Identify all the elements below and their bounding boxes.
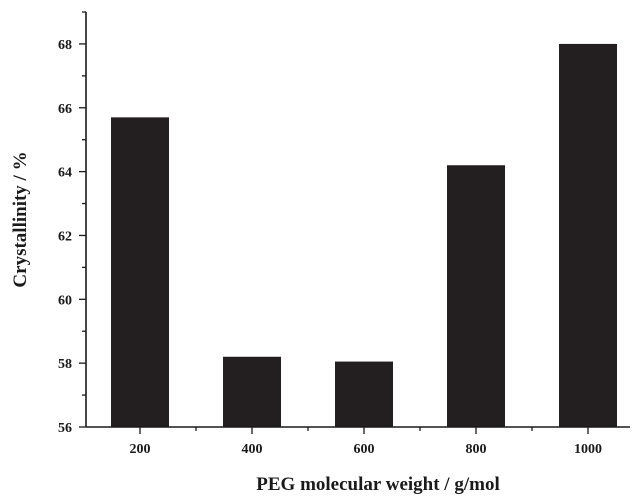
y-tick-label: 62 [58,229,72,244]
y-axis-ticks: 56 58 60 62 64 66 68 [58,11,86,436]
x-tick-label: 200 [130,442,151,457]
bar-1000 [559,43,617,428]
y-tick-label: 68 [58,38,72,53]
x-tick-label: 400 [242,442,263,457]
bars [111,43,617,428]
x-axis-ticks: 200 400 600 800 1000 [130,427,602,457]
y-axis-title: Crystallinity / % [10,151,31,287]
bar-200 [111,117,169,427]
x-tick-label: 1000 [574,442,602,457]
bar-400 [223,356,281,427]
x-axis-title: PEG molecular weight / g/mol [256,474,499,495]
y-tick-label: 64 [58,166,72,181]
y-tick-label: 60 [58,293,72,308]
x-tick-label: 800 [466,442,487,457]
y-tick-label: 58 [58,357,72,372]
bar-600 [335,361,393,427]
y-tick-label: 66 [58,102,72,117]
bar-800 [447,165,505,427]
x-tick-label: 600 [354,442,375,457]
y-tick-label: 56 [58,421,72,436]
